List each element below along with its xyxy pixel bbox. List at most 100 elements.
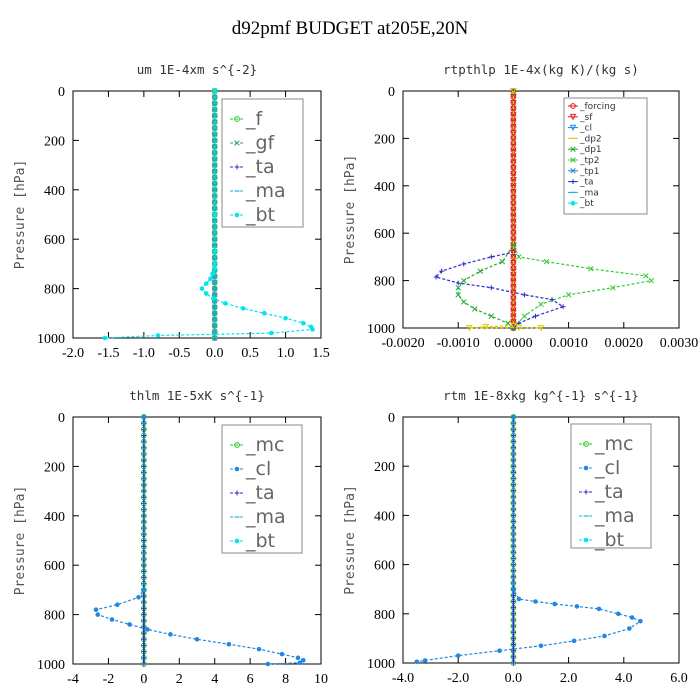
panel2-series-cl-line [469, 91, 542, 329]
panel2-series-dp1-point [505, 320, 511, 327]
panel3-xtick-label: 0 [140, 672, 147, 687]
panel3-legend-label: _mc [245, 434, 284, 456]
panel1-ylabel: Pressure [hPa] [13, 160, 28, 270]
panel1-series-bt-point [212, 212, 218, 217]
panel2-series-ta-point [455, 280, 461, 286]
panel1-xtick-label: 1.5 [312, 346, 330, 361]
panel2-legend-label: _ta [579, 178, 594, 188]
panel2-legend-marker [569, 113, 577, 121]
panel2-series-dp1-point [510, 242, 517, 248]
panel1-series-bt-point [262, 311, 267, 316]
panel2-ytick-label: 600 [374, 227, 395, 242]
panel1-series-bt-point [208, 276, 213, 282]
panel4-series-ta-point [511, 642, 516, 647]
panel1-legend-marker [234, 116, 240, 122]
panel2-series-cl-point [510, 88, 517, 95]
panel1-series-bt-point [212, 261, 218, 267]
panel3-series-cl-point [168, 632, 173, 637]
panel2-series-sf-point [510, 295, 517, 302]
panel2-ytick-label: 1000 [367, 322, 395, 337]
panel4-series-ta-point [511, 617, 516, 623]
panel3-series-ta-point [141, 593, 147, 599]
panel2-series-cl-point [510, 322, 517, 330]
panel1-series-bt-point [210, 296, 216, 301]
panel4-xtick-label: 2.0 [560, 671, 578, 686]
panel1-legend-marker [234, 212, 240, 218]
panel4-series-cl-point [414, 659, 420, 665]
panel4-legend-label: _bt [594, 529, 624, 551]
panel2-series-sf-point [510, 94, 517, 101]
panel3-ytick-label: 400 [44, 510, 65, 525]
panel1-series-bt-point [212, 88, 218, 94]
panel4-legend-marker [583, 489, 589, 495]
panel4-series-cl-point [574, 604, 580, 609]
panel4-series-ta-point [511, 592, 516, 598]
panel3-ytick-label: 600 [44, 559, 65, 574]
panel3-xtick-label: 6 [247, 672, 254, 687]
panel1-legend-marker [234, 140, 240, 146]
panel2-ytick-label: 0 [388, 85, 395, 100]
panel4-xtick-label: 0.0 [505, 671, 523, 686]
panel4-series-cl-line [416, 417, 642, 663]
panel4-plot-frame [402, 416, 680, 664]
panel2-xtick-label: 0.0030 [660, 336, 699, 351]
panel3-series-ta-point [141, 624, 147, 630]
panel2-series-cl-point [537, 325, 545, 332]
panel2-series-dp1-point [460, 277, 467, 284]
panel1-legend-label: _gf [245, 132, 276, 154]
panel1-series-bt-point [310, 327, 315, 332]
panel4-series-cl-point [455, 653, 461, 658]
panel2-series-dp1-point [455, 284, 461, 291]
panel3-plot-frame [72, 416, 322, 665]
panel4-legend-label: _ma [594, 505, 635, 527]
panel4-legend-label: _mc [594, 433, 633, 455]
panel2-series-tp2-point [521, 313, 528, 319]
panel4-series-cl-point [511, 414, 516, 420]
panel2-title: rtpthlp 1E-4x(kg K)/(kg s) [443, 62, 639, 77]
panel3-legend-label: _ma [245, 506, 286, 528]
panel2-ytick-label: 800 [374, 275, 395, 290]
panel1-series-bt-point [199, 286, 205, 291]
panel4-series-cl-point [538, 643, 544, 649]
panel2-xtick-label: -0.0010 [437, 336, 480, 351]
panel2-legend-marker [570, 168, 576, 174]
panel2-series-sf-point [510, 230, 517, 237]
panel2-series-cl-point [482, 323, 490, 331]
panel2-legend-label: _bt [579, 199, 594, 209]
panel2-series-sf-point [510, 283, 517, 291]
panel2-xtick-label: 0.0020 [605, 336, 644, 351]
panel4-legend-box [570, 423, 652, 549]
panel1-ytick-label: 600 [44, 233, 65, 248]
panel2-series-ta-point [461, 261, 467, 267]
panel1-title: um 1E-4xm s^{-2} [137, 62, 257, 77]
panel3-series-ta-point [141, 630, 147, 636]
panel2-ytick-label: 400 [374, 180, 395, 195]
panel2-series-tp2-point [610, 284, 616, 291]
panel3-series-cl-point [265, 661, 271, 667]
panel1-series-bt-point [203, 281, 209, 286]
panel3-series-ta-point [141, 661, 147, 667]
panel2-series-ta-point [522, 292, 527, 298]
panel1-series-bt-point [102, 335, 108, 341]
panel3-series-cl-point [300, 657, 306, 663]
panel1-xtick-label: 0.5 [241, 346, 259, 361]
panel3-series-ta-point [141, 643, 147, 648]
panel3-series-cl-point [141, 414, 147, 420]
panel4-series-cl-point [627, 626, 632, 631]
panel4-series-cl-point [571, 638, 577, 644]
panel4-legend-marker [583, 465, 589, 471]
panel3-series-cl-point [127, 622, 132, 627]
panel3-series-cl-point [145, 627, 150, 632]
panel3-series-ta-point [141, 612, 147, 617]
panel2-legend-label: _forcing [579, 102, 616, 112]
panel1-series-bt-point [240, 306, 246, 311]
panel2-series-ta-point [439, 268, 445, 274]
panel1-xtick-label: -2.0 [62, 346, 84, 361]
panel4-series-cl-point [516, 596, 522, 602]
panel2-legend-label: _sf [579, 113, 593, 123]
panel1-xtick-label: -0.5 [168, 346, 190, 361]
panel2-series-cl-point [466, 325, 473, 332]
panel3-series-ta-point [141, 599, 147, 605]
panel2-legend-label: _dp1 [579, 145, 602, 155]
